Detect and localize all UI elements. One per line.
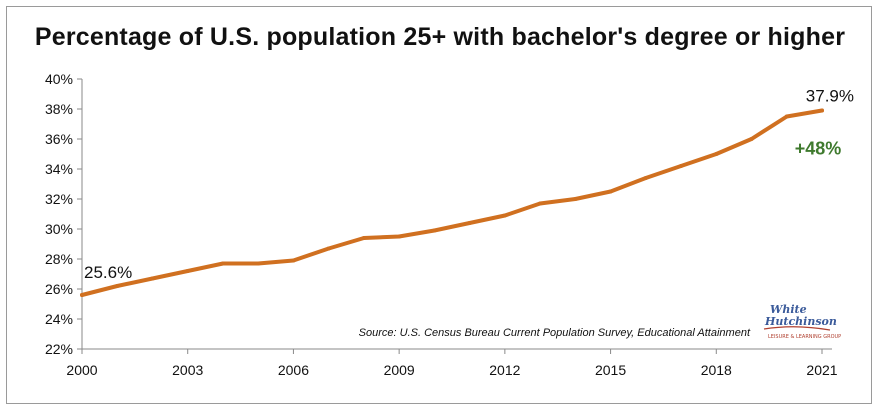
y-tick-label: 40% [45,71,73,87]
data-point [256,261,261,266]
chart-title: Percentage of U.S. population 25+ with b… [34,23,846,51]
data-point [679,164,684,168]
data-point [220,261,225,266]
x-tick-label: 2006 [278,362,309,378]
data-point [80,293,84,297]
y-tick-label: 22% [45,341,73,357]
data-points [80,108,824,297]
data-point [643,176,648,180]
y-tick-label: 26% [45,281,73,297]
data-point [502,213,507,218]
y-tick-label: 32% [45,191,73,207]
x-tick-label: 2012 [489,362,520,378]
x-tick-label: 2015 [595,362,626,378]
y-tick-label: 30% [45,221,73,237]
data-point [150,276,155,281]
data-point [115,284,120,288]
data-point [714,152,719,156]
start-value-label: 25.6% [84,263,132,282]
y-tick-label: 24% [45,311,73,327]
data-point [326,246,331,251]
y-tick-label: 38% [45,101,73,117]
data-point [784,114,789,119]
x-tick-label: 2009 [384,362,415,378]
y-tick-label: 34% [45,161,73,177]
x-tick-label: 2000 [66,362,97,378]
y-axis-ticks: 22% 24% 26% 28% 30% 32% 34% 36% 38% 40% [45,71,82,357]
logo-text-line1: White [770,303,807,316]
data-point [538,201,543,206]
data-point [608,189,613,194]
x-tick-label: 2003 [172,362,203,378]
chart-frame: Percentage of U.S. population 25+ with b… [6,6,872,404]
logo-tagline: LEISURE & LEARNING GROUP [768,334,841,340]
end-value-label: 37.9% [806,87,854,106]
x-tick-label: 2021 [806,362,837,378]
data-point [397,234,402,239]
data-point [749,137,754,141]
y-tick-label: 36% [45,131,73,147]
x-axis-ticks: 2000 2003 2006 2009 2012 2015 2018 2021 [66,349,838,378]
data-point [361,236,366,240]
logo-text-line2: Hutchinson [764,315,837,328]
series-line [80,108,824,297]
data-point [467,221,472,225]
y-tick-label: 28% [45,251,73,267]
change-percent-label: +48% [795,139,842,159]
source-note: Source: U.S. Census Bureau Current Popul… [359,327,751,339]
data-point [291,258,296,263]
x-tick-label: 2018 [701,362,732,378]
data-point [820,108,824,113]
data-point [573,197,578,201]
logo-swoosh [763,326,831,331]
data-point [185,269,190,273]
company-logo: White Hutchinson LEISURE & LEARNING GROU… [763,303,841,340]
data-point [432,228,437,233]
